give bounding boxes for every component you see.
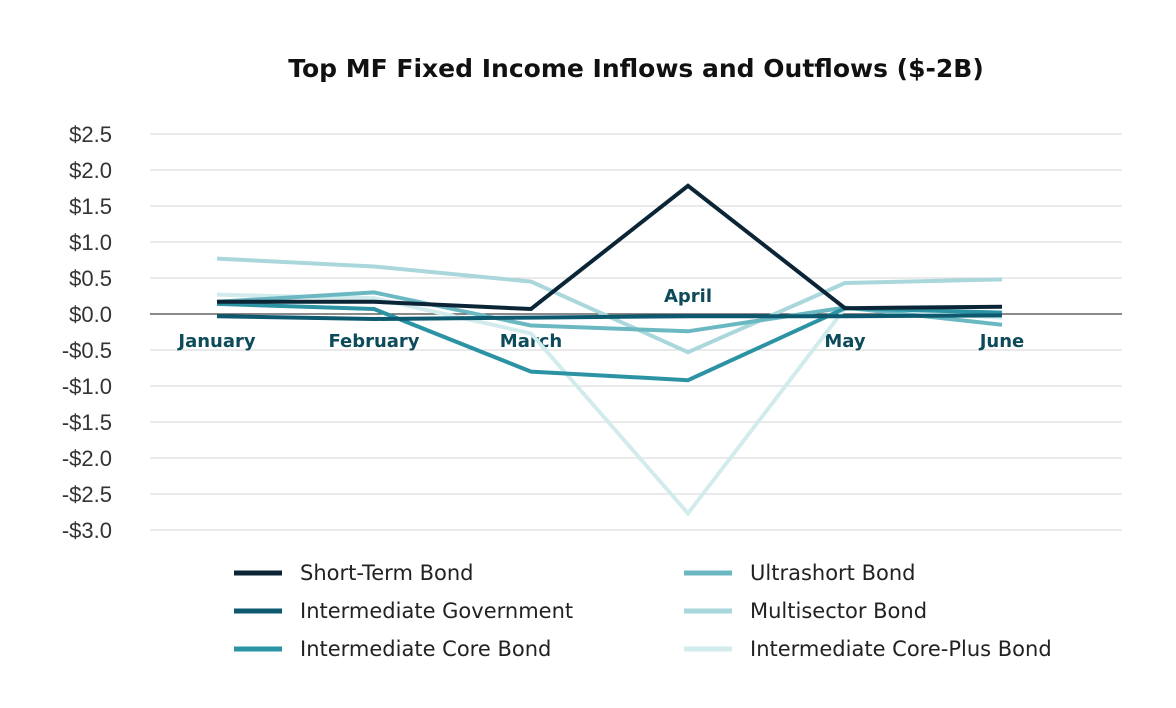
y-tick-label: $0.0 bbox=[69, 302, 112, 327]
x-tick-label: March bbox=[500, 331, 562, 352]
x-tick-label: January bbox=[176, 331, 255, 352]
series-line-intermediate-government bbox=[216, 313, 1003, 322]
legend-label-intermediate-government: Intermediate Government bbox=[300, 599, 573, 623]
chart-title: Top MF Fixed Income Inflows and Outflows… bbox=[288, 54, 984, 83]
y-tick-label: $0.5 bbox=[69, 266, 112, 291]
x-tick-label: February bbox=[328, 331, 419, 352]
y-tick-label: -$3.0 bbox=[62, 518, 112, 543]
y-tick-label: -$2.5 bbox=[62, 482, 112, 507]
series-lines bbox=[216, 183, 1003, 517]
series-line-short-term-bond bbox=[217, 183, 1003, 312]
y-tick-label: $1.5 bbox=[69, 194, 112, 219]
x-tick-label: May bbox=[824, 331, 866, 352]
legend-label-multisector-bond: Multisector Bond bbox=[750, 599, 927, 623]
y-tick-label: $1.0 bbox=[69, 230, 112, 255]
legend: Short-Term Bond Intermediate Government In… bbox=[234, 561, 1052, 661]
y-tick-label: -$0.5 bbox=[62, 338, 112, 363]
x-tick-label: April bbox=[664, 286, 712, 307]
legend-label-intermediate-core-bond: Intermediate Core Bond bbox=[300, 637, 551, 661]
grid-lines bbox=[150, 133, 1122, 531]
y-tick-label: $2.0 bbox=[69, 158, 112, 183]
y-axis-tick-labels: $2.5 $2.0 $1.5 $1.0 $0.5 $0.0 -$0.5 -$1.0 -$1.5 -… bbox=[62, 122, 112, 543]
y-tick-label: -$1.0 bbox=[62, 374, 112, 399]
x-axis-tick-labels: January February March April May June bbox=[176, 286, 1024, 352]
y-tick-label: -$1.5 bbox=[62, 410, 112, 435]
legend-label-intermediate-core-plus-bond: Intermediate Core-Plus Bond bbox=[750, 637, 1052, 661]
y-tick-label: -$2.0 bbox=[62, 446, 112, 471]
legend-label-short-term-bond: Short-Term Bond bbox=[300, 561, 473, 585]
y-tick-label: $2.5 bbox=[69, 122, 112, 147]
legend-label-ultrashort-bond: Ultrashort Bond bbox=[750, 561, 915, 585]
x-tick-label: June bbox=[978, 331, 1025, 352]
